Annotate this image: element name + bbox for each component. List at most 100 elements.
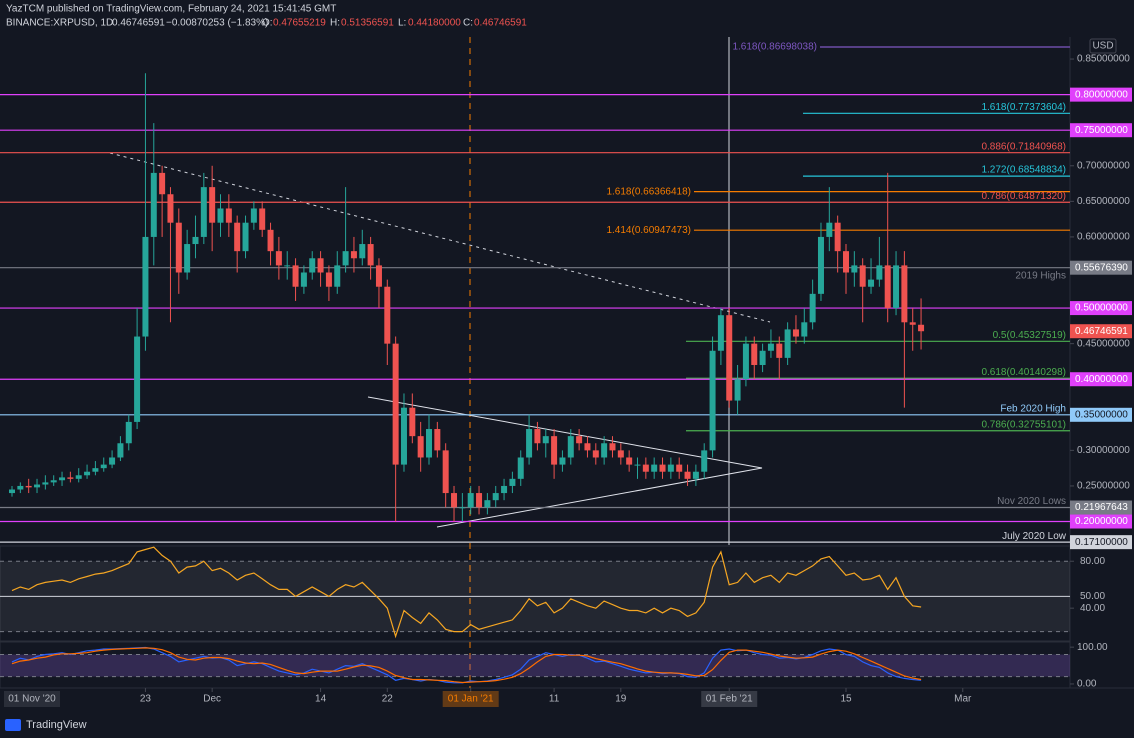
candle-body	[59, 477, 66, 481]
axis-label: 0.35000000	[1075, 409, 1128, 420]
logo: TradingView	[5, 719, 87, 731]
axis-label: 0.46746591	[1075, 326, 1128, 337]
candle-body	[476, 493, 483, 508]
axis-label: 0.75000000	[1075, 125, 1128, 136]
candle-body	[225, 208, 232, 223]
candle-body	[517, 457, 524, 479]
high-key: H:	[330, 18, 340, 29]
x-tick-label: Dec	[203, 694, 221, 705]
candle-body	[134, 336, 141, 422]
candle-body	[893, 265, 900, 309]
level-text: 0.618(0.40140298)	[981, 367, 1066, 378]
trendline	[109, 152, 771, 323]
axis-label: 0.40000000	[1075, 374, 1128, 385]
candle-body	[84, 471, 91, 476]
candle-body	[284, 265, 291, 267]
stoch-line	[11, 647, 922, 684]
level-text: July 2020 Low	[1002, 531, 1067, 542]
candle-body	[150, 172, 157, 237]
level-text: Nov 2020 Lows	[997, 496, 1066, 507]
axis-label-box	[1070, 260, 1132, 275]
candle-body	[325, 272, 332, 287]
candle-body	[75, 475, 82, 479]
candle-body	[92, 468, 99, 472]
candle-body	[584, 443, 591, 451]
open-key: O:	[262, 18, 273, 29]
candle-body	[25, 485, 32, 488]
candle-body	[667, 464, 674, 472]
y-tick-label: 0.70000000	[1077, 160, 1130, 171]
candle-body	[117, 443, 124, 458]
candle-body	[684, 471, 691, 479]
candle-body	[209, 187, 216, 223]
candle-body	[400, 407, 407, 465]
candle-body	[142, 236, 149, 337]
candle-body	[634, 464, 641, 466]
stoch-tick-label: 0.00	[1077, 679, 1097, 690]
axis-label-box	[1070, 301, 1132, 316]
x-tick-label: 22	[382, 694, 394, 705]
rsi-tick-label: 80.00	[1080, 556, 1105, 567]
candle-body	[417, 436, 424, 458]
candle-body	[175, 222, 182, 273]
y-tick-label: 0.45000000	[1077, 338, 1130, 349]
candle-body	[692, 471, 699, 479]
candle-body	[659, 464, 666, 472]
currency: USD	[1092, 41, 1113, 52]
y-tick-label: 0.65000000	[1077, 196, 1130, 207]
candle-body	[259, 208, 266, 230]
candle-body	[300, 272, 307, 287]
candle-body	[834, 222, 841, 252]
candle-body	[851, 265, 858, 273]
x-tick-label: 14	[315, 694, 327, 705]
rsi-line	[11, 546, 922, 639]
y-tick-label: 0.60000000	[1077, 232, 1130, 243]
candle-body	[809, 293, 816, 323]
candle-body	[459, 507, 466, 509]
candle-body	[701, 450, 708, 472]
candle-body	[509, 478, 516, 486]
candle-body	[609, 443, 616, 451]
level-text: 0.5(0.45327519)	[993, 330, 1066, 341]
candle-body	[918, 324, 925, 332]
candle-body	[859, 265, 866, 287]
candle-body	[442, 450, 449, 494]
brand: TradingView	[26, 719, 87, 731]
candle-body	[334, 265, 341, 287]
y-tick-label: 0.85000000	[1077, 54, 1130, 65]
candle-body	[292, 265, 299, 287]
candle-body	[125, 421, 132, 444]
candle-body	[576, 436, 583, 444]
candle-body	[792, 329, 799, 337]
candle-body	[250, 208, 257, 223]
candle-body	[267, 229, 274, 252]
candle-body	[426, 429, 432, 458]
candle-body	[434, 429, 441, 451]
low-key: L:	[398, 18, 406, 29]
x-tick-label: 01 Jan '21	[448, 694, 494, 705]
candle-body	[67, 477, 74, 479]
candle-body	[501, 485, 508, 494]
candle-body	[551, 436, 558, 465]
axis-label: 0.80000000	[1075, 89, 1128, 100]
y-tick-label: 0.25000000	[1077, 481, 1130, 492]
candle-body	[42, 482, 49, 485]
candle-body	[826, 222, 833, 237]
candle-body	[534, 429, 541, 444]
candle-body	[342, 251, 349, 266]
candle-body	[200, 187, 207, 237]
candle-body	[309, 258, 316, 273]
axis-label-box	[1070, 324, 1132, 339]
y-tick-label: 0.30000000	[1077, 445, 1130, 456]
candle-body	[709, 350, 716, 451]
x-label-box	[701, 691, 758, 707]
candle-body	[876, 265, 883, 280]
candle-body	[751, 343, 758, 365]
level-text: 0.786(0.64871320)	[981, 191, 1066, 202]
axis-label-box	[1070, 514, 1132, 529]
candle-body	[843, 251, 849, 273]
axis-label-box	[1070, 535, 1132, 550]
x-tick-label: 23	[140, 694, 152, 705]
candle-body	[375, 265, 382, 287]
candle-body	[542, 436, 549, 444]
